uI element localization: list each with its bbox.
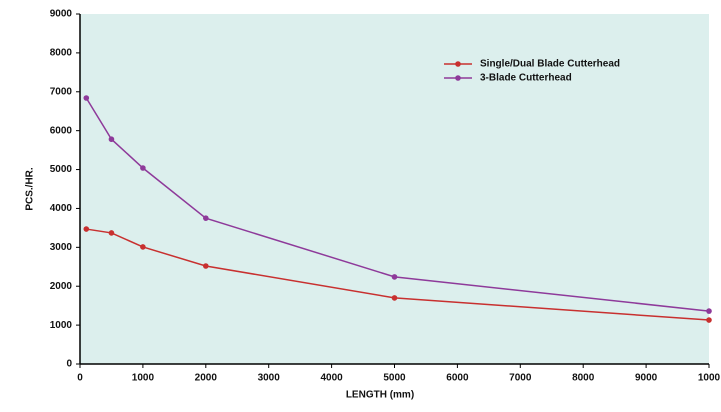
y-tick-label: 4000: [50, 203, 73, 214]
y-tick-label: 3000: [50, 242, 73, 253]
data-point: [83, 95, 90, 101]
y-tick-label: 8000: [50, 48, 73, 59]
x-tick-label: 8000: [572, 373, 595, 384]
data-point: [83, 226, 90, 232]
y-tick-label: 0: [66, 359, 72, 370]
data-point: [140, 165, 146, 171]
x-tick-label: 1000: [132, 373, 155, 384]
data-point: [706, 308, 712, 314]
data-point: [108, 230, 115, 236]
data-point: [108, 136, 115, 143]
data-point: [140, 244, 146, 250]
series-line: [85, 97, 710, 312]
x-tick-label: 0: [77, 373, 83, 384]
y-tick-label: 7000: [50, 86, 73, 97]
legend-label: 3-Blade Cutterhead: [480, 73, 572, 84]
legend-label: Single/Dual Blade Cutterhead: [480, 59, 620, 70]
x-tick-label: 3000: [258, 373, 281, 384]
data-point: [706, 317, 712, 323]
x-tick-label: 9000: [635, 373, 658, 384]
x-tick-label: 2000: [195, 373, 218, 384]
data-point: [391, 295, 398, 301]
y-tick-label: 6000: [50, 125, 73, 136]
y-tick-label: 9000: [50, 9, 73, 20]
x-tick-label: 6000: [446, 373, 469, 384]
x-tick-label: 4000: [320, 373, 343, 384]
x-axis-title: LENGTH (mm): [346, 390, 414, 401]
y-tick-label: 1000: [50, 320, 73, 331]
data-point: [391, 274, 398, 280]
y-axis-title: PCS./HR.: [25, 167, 36, 211]
x-tick-label: 7000: [509, 373, 532, 384]
y-tick-label: 2000: [50, 281, 73, 292]
series-line: [86, 228, 710, 321]
legend-marker: [455, 61, 461, 67]
plot-area: [80, 14, 709, 364]
data-point: [203, 263, 209, 269]
y-tick-label: 5000: [50, 164, 73, 175]
x-tick-label: 1000: [698, 373, 721, 384]
legend-marker: [455, 75, 461, 81]
data-point: [203, 215, 209, 221]
x-tick-label: 5000: [383, 373, 406, 384]
